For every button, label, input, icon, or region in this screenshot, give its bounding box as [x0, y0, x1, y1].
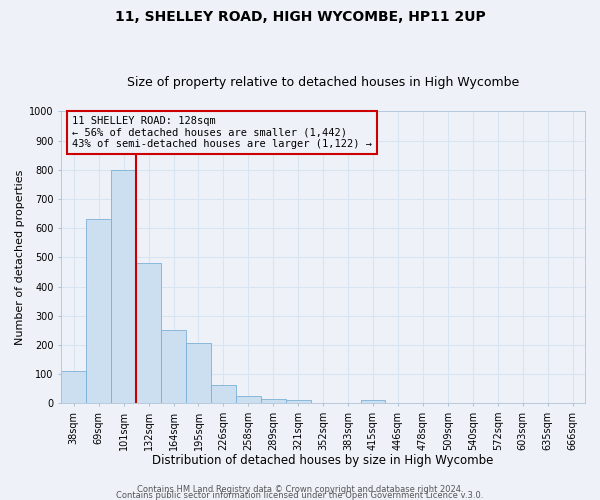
Text: 11, SHELLEY ROAD, HIGH WYCOMBE, HP11 2UP: 11, SHELLEY ROAD, HIGH WYCOMBE, HP11 2UP [115, 10, 485, 24]
Bar [211, 385, 236, 403]
Text: Contains HM Land Registry data © Crown copyright and database right 2024.: Contains HM Land Registry data © Crown c… [137, 484, 463, 494]
Title: Size of property relative to detached houses in High Wycombe: Size of property relative to detached ho… [127, 76, 519, 90]
Text: Contains public sector information licensed under the Open Government Licence v.: Contains public sector information licen… [116, 490, 484, 500]
Bar [136, 263, 161, 403]
Bar [111, 170, 136, 403]
Bar [86, 220, 111, 403]
Bar [236, 396, 261, 403]
Y-axis label: Number of detached properties: Number of detached properties [15, 170, 25, 345]
Text: 11 SHELLEY ROAD: 128sqm
← 56% of detached houses are smaller (1,442)
43% of semi: 11 SHELLEY ROAD: 128sqm ← 56% of detache… [72, 116, 372, 149]
Bar [186, 344, 211, 403]
Bar [361, 400, 385, 403]
Bar [261, 399, 286, 403]
X-axis label: Distribution of detached houses by size in High Wycombe: Distribution of detached houses by size … [152, 454, 494, 468]
Bar [161, 330, 186, 403]
Bar [286, 400, 311, 403]
Bar [61, 371, 86, 403]
